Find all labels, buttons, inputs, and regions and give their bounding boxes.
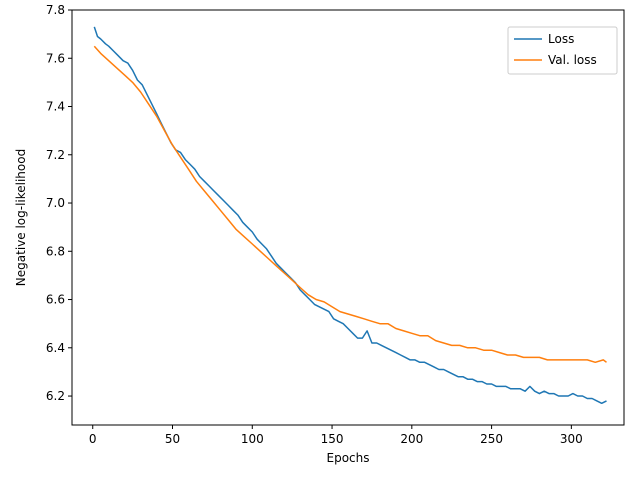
- x-tick-label: 150: [321, 432, 344, 446]
- val-loss-series-line: [93, 45, 607, 364]
- y-tick-label: 7.4: [46, 100, 65, 114]
- x-tick-label: 200: [400, 432, 423, 446]
- x-tick-label: 250: [480, 432, 503, 446]
- y-tick-label: 6.8: [46, 244, 65, 258]
- y-tick-label: 7.2: [46, 148, 65, 162]
- legend-label-val-loss: Val. loss: [548, 53, 597, 67]
- axes-frame: [71, 9, 625, 426]
- y-tick-label: 6.6: [46, 293, 65, 307]
- y-axis-label: Negative log-likelihood: [14, 149, 28, 286]
- y-tick-label: 7.8: [46, 3, 65, 17]
- legend: Loss Val. loss: [507, 26, 618, 75]
- tick-marks: 0 50 100 150 200 250 300 6.2 6.4 6.6 6.8 7.0 7.2 7.4 7…: [46, 3, 583, 446]
- x-axis-label: Epochs: [327, 451, 370, 465]
- loss-series-line: [93, 26, 607, 405]
- x-tick-label: 0: [89, 432, 97, 446]
- y-tick-label: 7.6: [46, 51, 65, 65]
- y-tick-label: 7.0: [46, 196, 65, 210]
- x-tick-label: 300: [560, 432, 583, 446]
- x-tick-label: 100: [241, 432, 264, 446]
- plot-series: [93, 26, 607, 405]
- y-tick-label: 6.2: [46, 389, 65, 403]
- x-tick-label: 50: [165, 432, 180, 446]
- y-tick-label: 6.4: [46, 341, 65, 355]
- legend-label-loss: Loss: [548, 32, 574, 46]
